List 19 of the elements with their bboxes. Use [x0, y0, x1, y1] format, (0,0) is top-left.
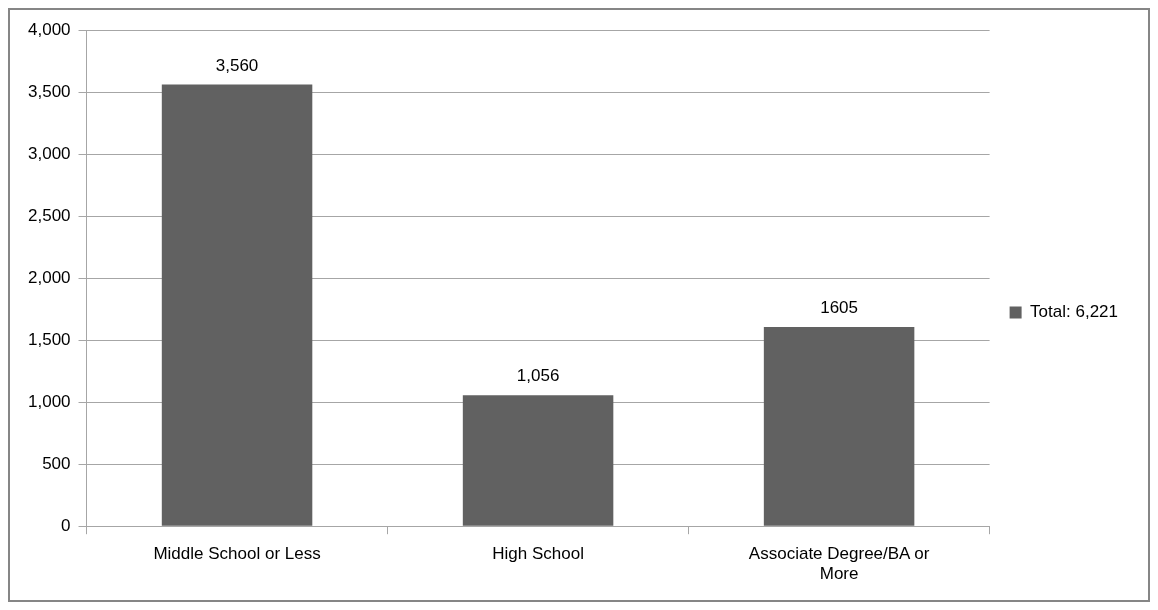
bar — [161, 84, 313, 526]
y-tick-label: 2,500 — [27, 205, 71, 225]
y-tick-label: 3,000 — [27, 143, 71, 163]
y-tick-label: 2,000 — [27, 267, 71, 287]
bar — [763, 327, 915, 526]
data-label: 3,560 — [215, 55, 259, 75]
y-tick-label: 1,500 — [27, 329, 71, 349]
y-tick-label: 1,000 — [27, 391, 71, 411]
data-label: 1,056 — [516, 366, 560, 386]
bar — [462, 395, 614, 526]
y-tick-label: 500 — [42, 453, 71, 473]
y-tick-label: 0 — [61, 515, 71, 535]
x-tick-label: High School — [492, 544, 584, 564]
data-label: 1605 — [820, 298, 859, 318]
y-tick-label: 3,500 — [27, 81, 71, 101]
x-tick-label: Associate Degree/BA or More — [748, 544, 930, 584]
legend-label: Total: 6,221 — [1030, 302, 1119, 322]
x-tick-label: Middle School or Less — [153, 544, 321, 564]
y-tick-label: 4,000 — [27, 19, 71, 39]
